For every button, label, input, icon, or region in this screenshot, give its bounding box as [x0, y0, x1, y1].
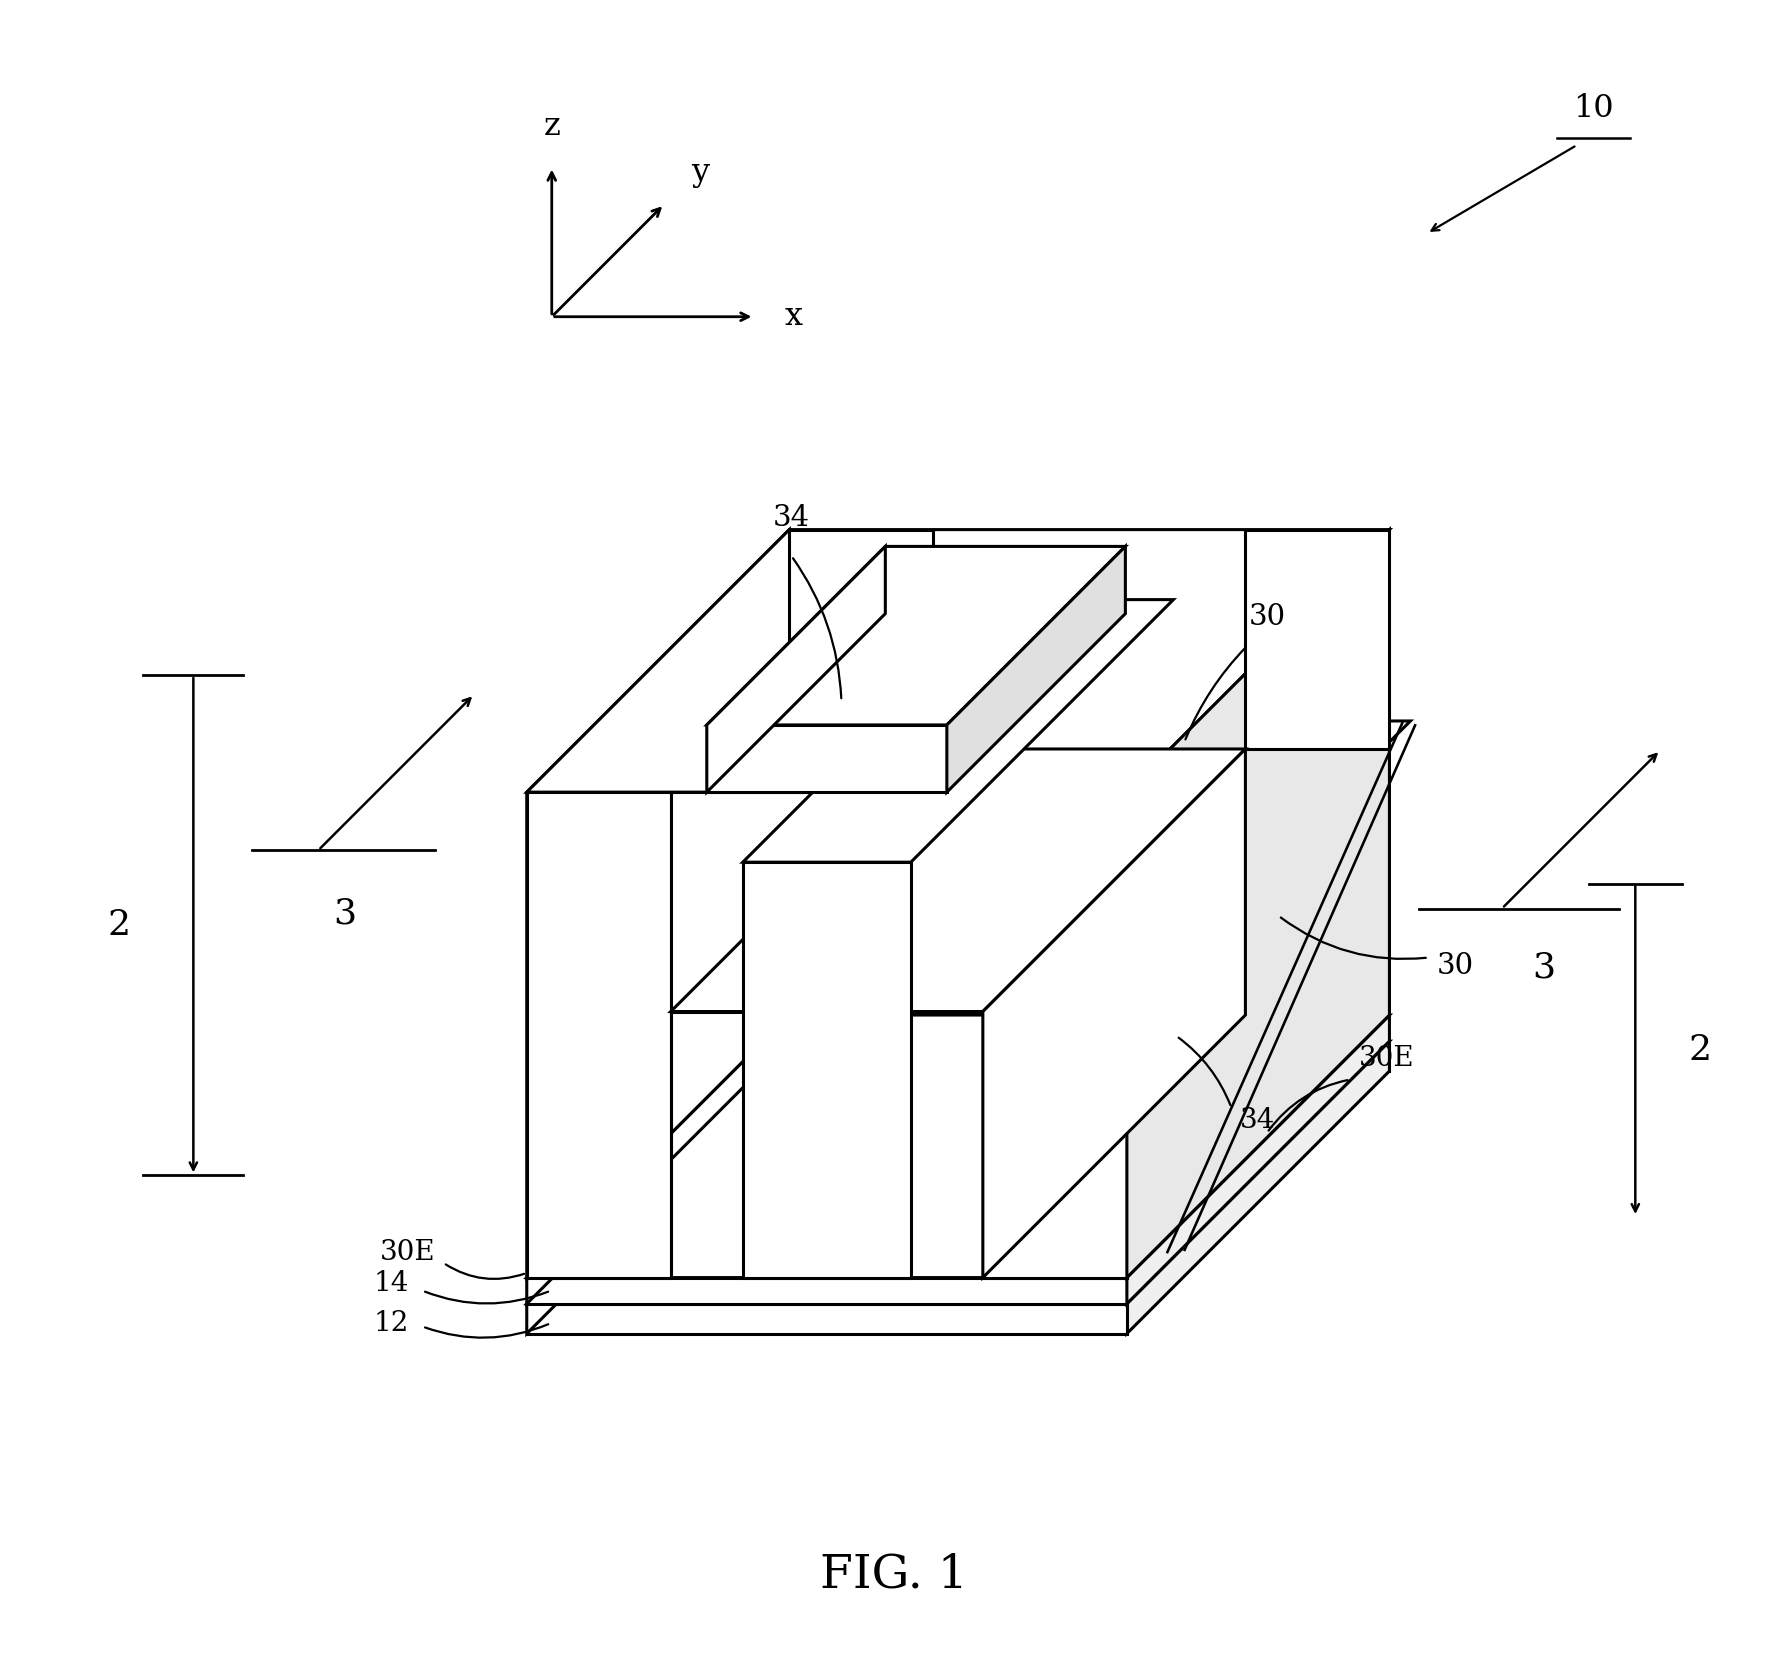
Polygon shape [1246, 530, 1390, 748]
Polygon shape [708, 547, 885, 792]
Polygon shape [670, 748, 1246, 1012]
Polygon shape [527, 1015, 790, 1304]
Text: 2: 2 [107, 909, 130, 942]
Polygon shape [708, 547, 1126, 725]
Polygon shape [1128, 1015, 1390, 1304]
Polygon shape [790, 1042, 1390, 1070]
Polygon shape [527, 1015, 1390, 1277]
Polygon shape [1128, 1042, 1390, 1334]
Text: 14: 14 [373, 1270, 409, 1297]
Text: y: y [692, 157, 709, 188]
Text: 34: 34 [1240, 1107, 1274, 1134]
Polygon shape [527, 1042, 1390, 1304]
Text: 10: 10 [1573, 93, 1614, 123]
Polygon shape [947, 547, 1126, 792]
Polygon shape [743, 600, 1174, 862]
Text: 3: 3 [1531, 950, 1555, 984]
Polygon shape [1151, 720, 1390, 1254]
Polygon shape [527, 530, 1390, 792]
Polygon shape [527, 1042, 790, 1334]
Polygon shape [527, 1277, 1128, 1304]
Text: 30: 30 [1249, 603, 1287, 632]
Text: x: x [784, 302, 802, 332]
Polygon shape [527, 530, 790, 1277]
Text: 30: 30 [1437, 952, 1474, 980]
Polygon shape [708, 725, 947, 792]
Polygon shape [983, 792, 1128, 1277]
Polygon shape [1151, 720, 1410, 960]
Text: 34: 34 [772, 503, 810, 532]
Polygon shape [983, 748, 1246, 1277]
Polygon shape [743, 862, 911, 1277]
Text: 30E: 30E [1358, 1045, 1414, 1072]
Polygon shape [527, 792, 670, 1277]
Polygon shape [527, 1304, 1128, 1334]
Text: z: z [543, 110, 559, 142]
Text: 2: 2 [1689, 1034, 1712, 1067]
Text: 3: 3 [334, 897, 357, 930]
Polygon shape [670, 792, 983, 1012]
Text: FIG. 1: FIG. 1 [820, 1552, 967, 1599]
Polygon shape [1128, 530, 1390, 1277]
Text: 12: 12 [373, 1310, 409, 1337]
Text: 30E: 30E [379, 1239, 434, 1265]
Polygon shape [790, 530, 933, 748]
